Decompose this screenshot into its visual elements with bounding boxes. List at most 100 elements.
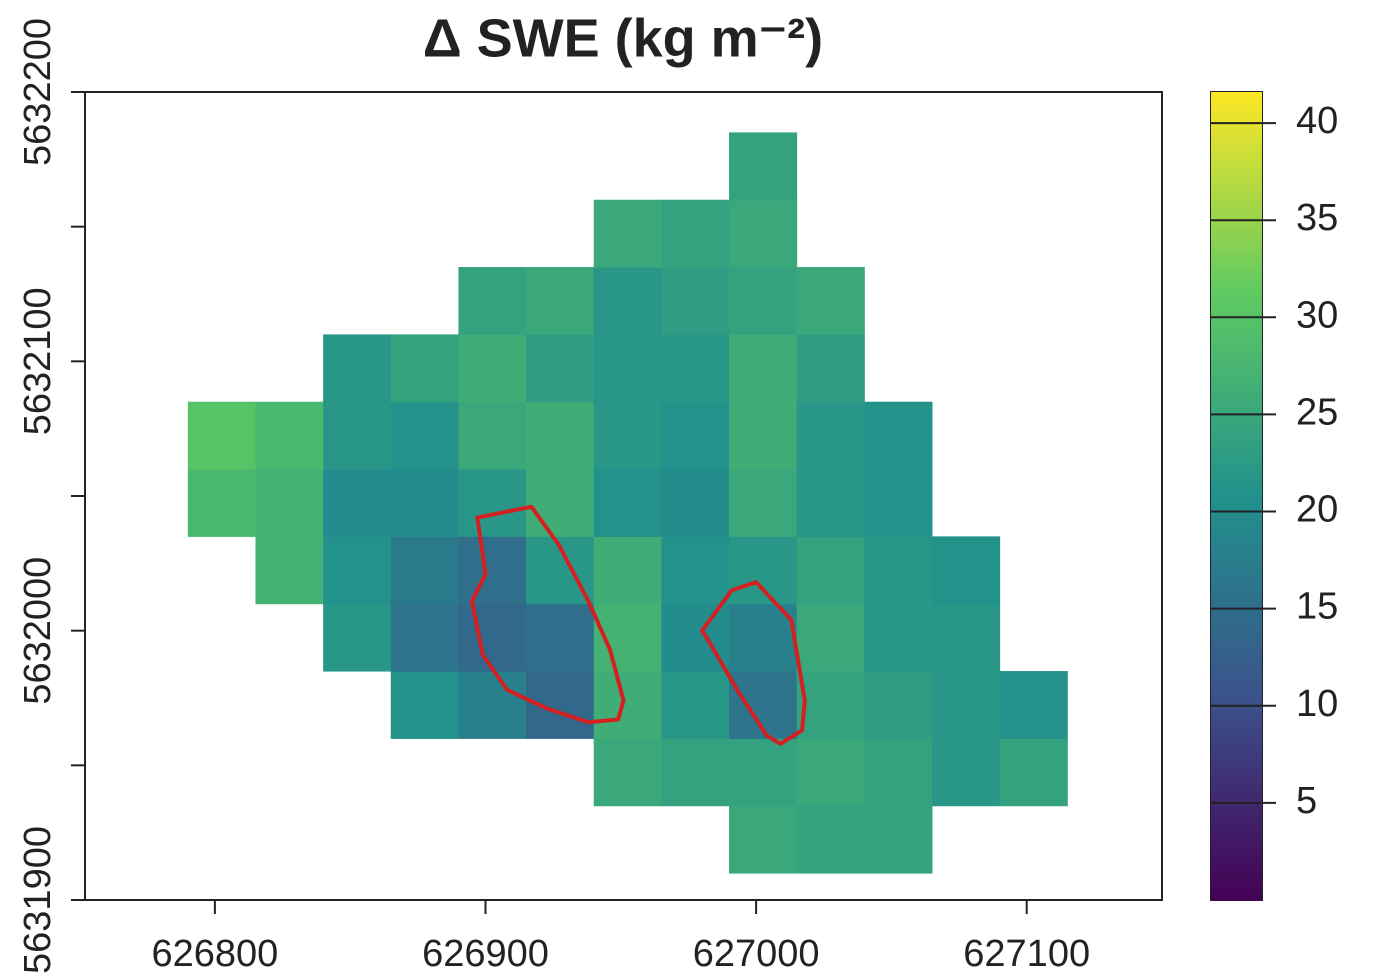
raster-cell: [458, 401, 527, 470]
colorbar-swatch: [1211, 273, 1262, 279]
raster-cell: [796, 603, 865, 672]
colorbar-swatch: [1211, 681, 1262, 687]
y-tick-label: 5631900: [17, 826, 59, 974]
x-tick-label: 626800: [151, 933, 278, 975]
raster-cell: [796, 671, 865, 739]
colorbar-swatch: [1211, 419, 1262, 424]
colorbar-swatch: [1211, 576, 1262, 582]
raster-cell: [593, 199, 662, 268]
raster-cell: [323, 401, 392, 470]
colorbar-swatch: [1211, 504, 1262, 509]
raster-cell: [661, 267, 730, 335]
colorbar-swatch: [1211, 649, 1262, 655]
colorbar-swatch: [1211, 609, 1262, 614]
colorbar-swatch: [1211, 799, 1262, 804]
colorbar-swatch: [1211, 407, 1262, 412]
raster-cell: [593, 738, 662, 807]
colorbar-swatch: [1211, 629, 1262, 634]
colorbar-swatch: [1211, 156, 1262, 162]
colorbar-swatch: [1211, 132, 1262, 138]
colorbar-swatch: [1211, 556, 1262, 562]
colorbar-swatch: [1211, 819, 1262, 824]
raster-cell: [999, 738, 1068, 807]
raster-cell: [593, 267, 662, 335]
colorbar-swatch: [1211, 698, 1262, 703]
colorbar-swatch: [1211, 221, 1262, 226]
raster-cell: [661, 199, 730, 268]
colorbar-swatch: [1211, 742, 1262, 748]
colorbar-swatch: [1211, 689, 1262, 695]
colorbar-swatch: [1211, 738, 1262, 744]
colorbar-swatch: [1211, 447, 1262, 453]
colorbar-swatch: [1211, 548, 1262, 554]
raster-cell: [390, 603, 459, 672]
colorbar-swatch: [1211, 706, 1262, 711]
chart-title: Δ SWE (kg m⁻²): [423, 8, 823, 68]
colorbar-swatch: [1211, 261, 1262, 267]
colorbar-swatch: [1211, 455, 1262, 461]
colorbar-swatch: [1211, 338, 1262, 344]
colorbar-swatch: [1211, 229, 1262, 234]
colorbar-swatch: [1211, 778, 1262, 784]
colorbar-swatch: [1211, 879, 1262, 885]
raster-cell: [729, 805, 798, 874]
colorbar-swatch: [1211, 298, 1262, 303]
colorbar-swatch: [1211, 427, 1262, 432]
colorbar-swatch: [1211, 322, 1262, 327]
colorbar-swatch: [1211, 197, 1262, 202]
raster-cell: [526, 469, 595, 537]
colorbar-swatch: [1211, 188, 1262, 194]
colorbar-swatch: [1211, 762, 1262, 768]
colorbar-swatch: [1211, 770, 1262, 776]
colorbar-swatch: [1211, 693, 1262, 699]
raster-cell: [593, 536, 662, 605]
raster-cell: [526, 603, 595, 672]
colorbar-swatch: [1211, 839, 1262, 845]
colorbar-swatch: [1211, 269, 1262, 275]
colorbar-swatch: [1211, 112, 1262, 117]
colorbar-tick-label: 30: [1296, 294, 1338, 336]
raster-cell: [796, 469, 865, 537]
colorbar-swatch: [1211, 281, 1262, 287]
colorbar-swatch: [1211, 508, 1262, 513]
raster-cell: [390, 536, 459, 605]
colorbar-swatch: [1211, 560, 1262, 566]
raster-cell: [729, 334, 798, 403]
raster-cell: [458, 536, 527, 605]
colorbar-swatch: [1211, 423, 1262, 428]
outline: [699, 580, 807, 746]
colorbar-swatch: [1211, 734, 1262, 739]
colorbar-swatch: [1211, 176, 1262, 182]
raster: [187, 132, 1068, 874]
raster-cell: [255, 469, 324, 537]
raster-cell: [593, 401, 662, 470]
overlay: [469, 504, 807, 746]
raster-cell: [999, 671, 1068, 739]
colorbar-swatch: [1211, 786, 1262, 792]
outline: [469, 504, 626, 725]
colorbar-swatch: [1211, 584, 1262, 590]
colorbar-swatch: [1211, 390, 1262, 396]
colorbar-swatch: [1211, 479, 1262, 485]
colorbar-swatch: [1211, 512, 1262, 517]
colorbar-swatch: [1211, 847, 1262, 853]
colorbar-swatch: [1211, 855, 1262, 861]
colorbar-swatch: [1211, 277, 1262, 283]
colorbar-swatch: [1211, 415, 1262, 420]
raster-cell: [593, 469, 662, 537]
raster-cell: [323, 603, 392, 672]
colorbar-swatch: [1211, 883, 1262, 889]
colorbar-swatch: [1211, 552, 1262, 558]
raster-cell: [661, 334, 730, 403]
colorbar-swatch: [1211, 714, 1262, 719]
colorbar-swatch: [1211, 669, 1262, 675]
raster-cell: [931, 738, 1001, 807]
colorbar-swatch: [1211, 597, 1262, 602]
x-tick-label: 626900: [422, 933, 549, 975]
raster-cell: [931, 603, 1001, 672]
raster-cell: [864, 536, 933, 605]
colorbar-swatch: [1211, 613, 1262, 618]
colorbar-swatch: [1211, 431, 1262, 436]
colorbar-swatch: [1211, 702, 1262, 707]
